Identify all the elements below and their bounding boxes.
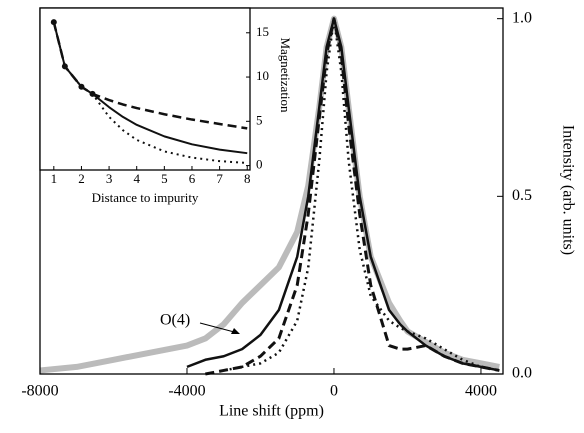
x-tick-label: 1 [51,171,58,186]
x-tick-label: 6 [189,171,196,186]
x-tick-label: -4000 [168,383,205,400]
x-axis-label: Line shift (ppm) [219,403,324,420]
x-tick-label: 8 [244,171,251,186]
x-tick-label: 2 [78,171,85,186]
y-tick-label: 5 [256,112,263,127]
x-tick-label: -8000 [21,383,58,400]
main-chart: -8000 -4000 0 4000 0.0 0.5 1.0 Line shift (ppm)… [21,7,576,420]
y-tick-label: 0 [256,157,263,172]
y-tick-label: 15 [256,24,269,39]
series-line [52,21,248,164]
annotation: O(4) [160,312,190,329]
series-line [205,17,500,376]
annotation-arrowhead [231,328,240,334]
plot-frame [39,7,504,375]
y-tick-label: 0.0 [512,365,532,382]
y-tick-label: 1.0 [512,9,532,26]
marker [89,90,96,97]
inset-chart: 1 2 3 4 5 6 7 80 5 10 15 Distance to impurity Magnet… [39,7,293,205]
annotation-arrow [199,322,239,334]
y-tick-label: 10 [256,68,269,83]
series-line [52,21,248,130]
x-axis-label: Distance to impurity [92,190,199,205]
y-axis-label: Magnetization [278,37,293,113]
x-tick-label: 4 [133,171,140,186]
marker [61,63,68,70]
y-tick-label: 0.5 [512,187,532,204]
x-tick-label: 0 [330,383,338,400]
x-tick-label: 5 [161,171,168,186]
marker [50,19,57,26]
marker [78,83,85,90]
plot-frame [39,7,251,171]
x-tick-label: 4000 [465,383,497,400]
inset-background [40,8,250,170]
x-tick-label: 3 [106,171,113,186]
y-axis-label: Intensity (arb. units) [559,125,576,255]
x-tick-label: 7 [216,171,223,186]
